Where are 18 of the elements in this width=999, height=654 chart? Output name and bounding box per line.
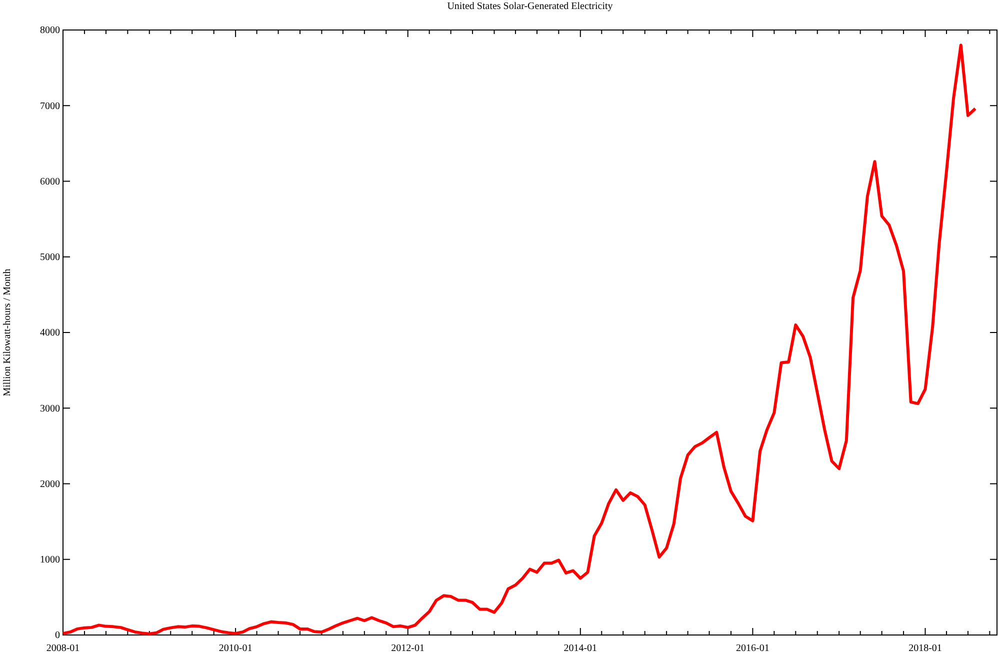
- y-tick-label: 0: [55, 630, 60, 642]
- x-tick-label: 2014-01: [564, 643, 598, 654]
- x-tick-label: 2016-01: [736, 643, 770, 654]
- x-tick-label: 2008-01: [46, 643, 80, 654]
- y-tick-label: 3000: [40, 403, 60, 414]
- chart-title: United States Solar-Generated Electricity: [447, 1, 613, 12]
- y-tick-label: 4000: [40, 328, 60, 339]
- x-tick-label: 2010-01: [218, 643, 252, 654]
- line-series: [62, 44, 977, 636]
- y-tick-label: 6000: [40, 176, 60, 188]
- y-axis-title: Million Kilowatt-hours / Month: [2, 268, 13, 396]
- y-tick-label: 8000: [40, 25, 60, 36]
- y-tick-label: 5000: [40, 252, 60, 264]
- x-tick-label: 2012-01: [391, 643, 425, 654]
- y-tick-label: 1000: [40, 554, 60, 566]
- x-tick-label: 2018-01: [908, 643, 942, 654]
- y-tick-label: 7000: [40, 100, 60, 112]
- y-tick-label: 2000: [40, 478, 60, 490]
